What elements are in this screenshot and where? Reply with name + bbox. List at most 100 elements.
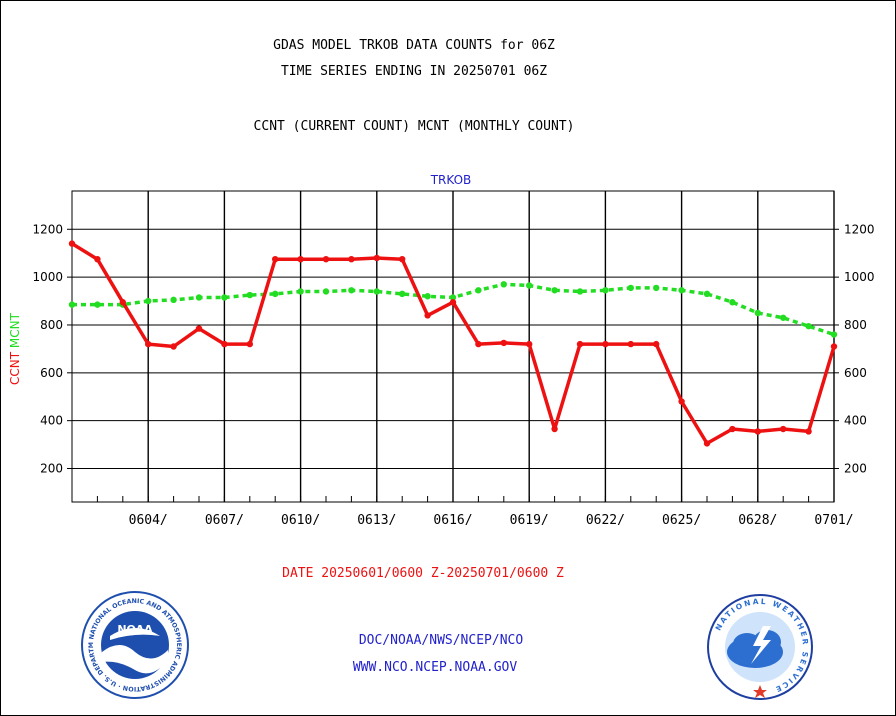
data-point-ccnt [551, 425, 558, 433]
data-point-mcnt [221, 294, 228, 301]
x-tick-label: 0607/ [205, 513, 244, 528]
data-point-mcnt [297, 288, 304, 295]
data-point-mcnt [322, 288, 330, 295]
chart-grid [72, 191, 835, 502]
data-point-mcnt [348, 287, 355, 294]
data-point-ccnt [703, 440, 711, 447]
data-point-mcnt [373, 288, 380, 295]
plot-title: TRKOB [430, 173, 472, 187]
data-point-ccnt [653, 340, 660, 348]
y-tick-label-right: 200 [844, 462, 867, 476]
data-point-ccnt [246, 340, 253, 348]
y-axis-title-ccnt: CCNT [8, 351, 22, 385]
series-layer [68, 240, 838, 447]
data-point-mcnt [729, 299, 736, 306]
data-point-mcnt [246, 291, 253, 299]
data-point-mcnt [551, 287, 558, 294]
chart-subtitle: CCNT (CURRENT COUNT) MCNT (MONTHLY COUNT… [253, 119, 575, 134]
data-point-mcnt [602, 287, 609, 294]
data-point-ccnt [145, 340, 152, 348]
x-tick-label: 0628/ [738, 513, 777, 528]
data-point-ccnt [195, 325, 203, 332]
y-axis-label: CCNT MCNT [8, 312, 22, 385]
noaa-logo: NATIONAL OCEANIC AND ATMOSPHERIC ADMINIS… [80, 590, 189, 699]
data-point-mcnt [94, 301, 101, 308]
data-point-ccnt [170, 343, 177, 350]
data-point-ccnt [754, 428, 761, 435]
y-tick-label-right: 800 [844, 318, 867, 332]
chart-title-line1: GDAS MODEL TRKOB DATA COUNTS for 06Z [273, 38, 555, 53]
data-point-mcnt [805, 322, 812, 330]
data-point-mcnt [399, 290, 406, 298]
y-tick-label-left: 200 [40, 462, 63, 476]
data-point-ccnt [348, 255, 355, 263]
y-tick-label-right: 400 [844, 414, 867, 428]
data-point-mcnt [475, 287, 482, 294]
data-point-mcnt [703, 290, 711, 298]
data-point-mcnt [449, 294, 457, 301]
data-point-ccnt [805, 428, 812, 435]
data-point-mcnt [754, 309, 761, 317]
y-tick-label-right: 600 [844, 366, 867, 380]
data-point-mcnt [170, 296, 177, 304]
data-point-mcnt [195, 294, 203, 301]
data-point-ccnt [424, 312, 431, 319]
data-point-mcnt [627, 284, 634, 292]
data-point-ccnt [526, 340, 533, 348]
data-point-ccnt [297, 255, 304, 263]
y-tick-label-left: 1000 [32, 270, 63, 284]
nws-logo: NATIONAL WEATHER SERVICE [707, 594, 813, 700]
x-axis: 0604/0607/0610/0613/0616/0619/0622/0625/… [71, 496, 854, 528]
data-point-mcnt [145, 297, 152, 305]
data-point-ccnt [68, 240, 76, 247]
x-tick-label: 0616/ [433, 513, 472, 528]
x-tick-label: 0625/ [662, 513, 701, 528]
data-point-mcnt [780, 314, 787, 321]
data-point-ccnt [780, 425, 787, 433]
x-tick-label: 0619/ [510, 513, 549, 528]
y-tick-label-left: 400 [40, 414, 63, 428]
data-point-ccnt [373, 254, 380, 262]
data-point-ccnt [449, 299, 457, 306]
x-tick-label: 0604/ [129, 513, 168, 528]
data-point-ccnt [399, 255, 406, 263]
y-axis-title-mcnt: MCNT [8, 312, 22, 348]
y-tick-label-right: 1000 [844, 270, 875, 284]
data-point-ccnt [272, 255, 279, 263]
x-tick-label: 0622/ [586, 513, 625, 528]
y-tick-label-left: 800 [40, 318, 63, 332]
noaa-wordmark: NOAA [117, 623, 153, 636]
y-axis-title: CCNT MCNT [8, 312, 22, 385]
x-tick-label: 0613/ [357, 513, 396, 528]
data-point-ccnt [729, 425, 736, 433]
data-point-mcnt [653, 284, 660, 292]
data-point-mcnt [678, 287, 685, 294]
data-point-ccnt [94, 255, 101, 263]
chart-title-line2: TIME SERIES ENDING IN 20250701 06Z [280, 64, 548, 79]
data-point-ccnt [322, 255, 330, 263]
credit-website: WWW.NCO.NCEP.NOAA.GOV [352, 660, 518, 675]
credit-agency: DOC/NOAA/NWS/NCEP/NCO [358, 633, 524, 648]
data-point-mcnt [830, 331, 838, 338]
data-point-mcnt [576, 288, 584, 295]
data-point-ccnt [830, 343, 838, 350]
data-point-ccnt [221, 340, 228, 348]
data-point-ccnt [678, 398, 685, 405]
data-point-ccnt [475, 340, 482, 348]
data-point-mcnt [68, 301, 76, 308]
y-tick-label-left: 600 [40, 366, 63, 380]
data-point-mcnt [500, 281, 507, 288]
data-point-ccnt [576, 340, 584, 348]
data-point-mcnt [526, 282, 533, 289]
date-range-label: DATE 20250601/0600 Z-20250701/0600 Z [282, 566, 564, 581]
data-point-ccnt [500, 339, 507, 347]
x-tick-label: 0610/ [281, 513, 320, 528]
y-axis-left: 200 400 600 800 1000 1200 [32, 222, 72, 476]
data-point-mcnt [272, 290, 279, 298]
y-axis-right: 200 400 600 800 1000 1200 [834, 222, 875, 476]
y-tick-label-right: 1200 [844, 222, 875, 236]
x-tick-label: 0701/ [814, 513, 853, 528]
data-point-ccnt [602, 340, 609, 348]
data-point-ccnt [119, 299, 127, 306]
